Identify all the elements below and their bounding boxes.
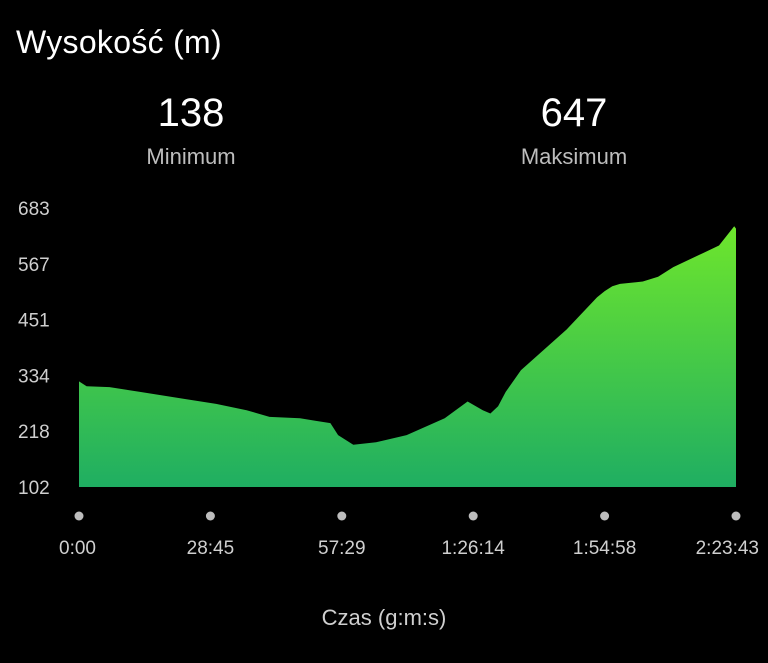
x-tick-dot [731,511,741,521]
maximum-stat: 647 Maksimum [464,90,684,170]
y-tick-label: 334 [18,366,50,387]
y-tick-label: 102 [18,478,50,499]
x-axis-ticks: 0:00 28:45 57:29 1:26:14 1:54:58 2:23:43 [59,538,759,559]
x-tick-label: 28:45 [187,538,235,559]
minimum-value: 138 [157,91,225,135]
elevation-chart: 683 567 451 334 218 102 0:00 28:45 57:29 1:26:14… [18,199,759,559]
x-tick-label: 1:26:14 [441,538,505,559]
y-tick-label: 218 [18,422,50,443]
x-tick-dot [74,511,84,521]
x-tick-dot [337,511,347,521]
x-tick-label: 0:00 [59,538,96,559]
maximum-value: 647 [540,91,608,135]
x-tick-dot [468,511,478,521]
y-tick-label: 683 [18,199,50,220]
x-tick-dot [600,511,610,521]
minimum-stat: 138 Minimum [81,90,301,170]
x-tick-dot [205,511,215,521]
maximum-label: Maksimum [520,144,628,169]
x-tick-label: 1:54:58 [573,538,636,559]
x-axis-label: Czas (g:m:s) [321,605,447,630]
chart-title: Wysokość (m) [16,24,222,60]
x-axis-tick-dots [74,511,741,521]
x-tick-label: 2:23:43 [696,538,759,559]
elevation-area-series [79,226,736,487]
minimum-label: Minimum [146,144,236,169]
y-tick-label: 567 [18,255,50,276]
y-axis-ticks: 683 567 451 334 218 102 [18,199,50,499]
x-tick-label: 57:29 [318,538,366,559]
y-tick-label: 451 [18,311,50,332]
